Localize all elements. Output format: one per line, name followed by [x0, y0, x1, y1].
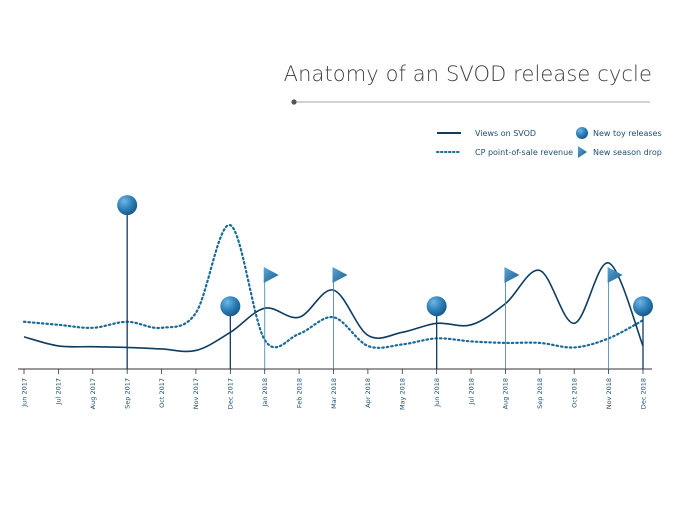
x-tick-label: Aug 2017 [89, 378, 97, 409]
season-drop-marker [332, 267, 348, 283]
legend-label-toy: New toy releases [593, 129, 662, 138]
toy-release-marker [117, 195, 138, 216]
toy-release-marker [633, 296, 653, 317]
x-tick-label: May 2018 [399, 378, 407, 410]
x-tick-label: Feb 2018 [295, 378, 303, 408]
legend-label-views: Views on SVOD [475, 129, 536, 138]
x-tick-label: Dec 2018 [639, 378, 647, 409]
toy-release-marker [426, 296, 447, 317]
chart-title: Anatomy of an SVOD release cycle [283, 62, 652, 86]
x-tick-label: Sep 2018 [536, 378, 544, 409]
x-tick-label: Apr 2018 [364, 378, 372, 408]
series-line-cp-revenue [22, 224, 645, 349]
x-tick-label: Dec 2017 [227, 378, 235, 409]
legend-season-icon [578, 146, 587, 158]
x-axis-tick-labels: Jun 2017 Jul 2017 Aug 2017 Sep 2017 Oct 2017… [20, 378, 647, 410]
event-markers [117, 195, 653, 369]
x-tick-label: Nov 2018 [605, 378, 613, 409]
x-tick-label: Oct 2017 [158, 378, 166, 408]
x-tick-label: Jun 2018 [433, 378, 441, 408]
season-drop-marker [504, 267, 520, 283]
x-tick-label: Aug 2018 [502, 378, 510, 409]
x-tick-label: Jan 2018 [261, 378, 269, 408]
title-rule-dot [291, 99, 297, 105]
x-tick-label: Oct 2018 [571, 378, 579, 408]
x-tick-label: Jul 2018 [467, 378, 475, 405]
toy-release-marker [220, 296, 241, 317]
legend-label-revenue: CP point-of-sale revenue [475, 148, 573, 157]
legend-label-season: New season drop [593, 148, 662, 157]
x-tick-label: Sep 2017 [123, 378, 131, 409]
season-drop-marker [607, 267, 623, 283]
legend-toy-icon [576, 127, 588, 139]
x-tick-label: Mar 2018 [330, 378, 338, 409]
x-tick-label: Jul 2017 [55, 378, 63, 405]
legend: Views on SVOD CP point-of-sale revenue N… [436, 127, 662, 158]
x-tick-label: Nov 2017 [192, 378, 200, 409]
season-drop-marker [263, 267, 279, 283]
x-tick-label: Jun 2017 [20, 378, 28, 408]
x-axis-ticks [23, 369, 644, 374]
